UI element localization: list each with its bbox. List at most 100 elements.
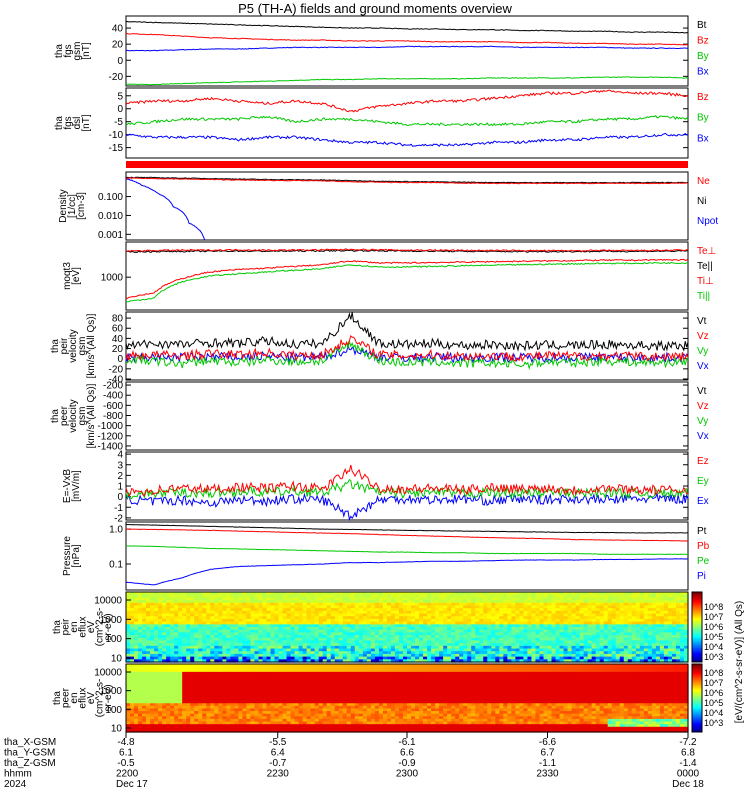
y-tick-label: -15 [109,143,124,154]
legend-By: By [697,51,709,62]
y-tick-label: -40 [109,374,124,385]
y-axis-label: sr-eV) [103,613,114,640]
colorbar-tick: 10^4 [704,708,723,718]
x-tick-label: -1.1 [539,758,557,769]
legend-Pi: Pi [697,571,706,582]
series-Ez [125,464,689,497]
y-axis-label: [eV] [71,267,82,285]
y-tick-label: 0.001 [98,230,123,241]
legend-Ti⊥: Ti⊥ [697,276,714,287]
y-axis-label: (cm^2-s- [95,679,106,718]
x-tick-label: Dec 17 [116,779,148,790]
y-axis-label: tha [50,409,61,423]
y-tick-label: 10 [111,654,123,665]
x-row-label: tha_Z-GSM [4,758,56,769]
legend-Te⊥: Te⊥ [697,246,716,257]
x-tick-label: 2300 [396,769,419,780]
series-Pe [125,545,688,555]
panel-peer-eflux: 10000 1000 100 10 thapeerenefluxeV(cm^2-s-sr… [52,663,689,735]
legend-Bz: Bz [697,92,709,103]
legend-Pb: Pb [697,541,710,552]
legend-Bt: Bt [697,20,707,31]
y-axis-label: E=-VxB [62,469,73,504]
y-tick-label: 0.010 [98,211,123,222]
y-axis-label: sr-eV) [103,684,114,711]
panel-peir-eflux: 10000 1000 100 10 thapeirenefluxeV(cm^2-s-sr… [52,591,689,665]
panel-frame [125,15,689,87]
y-axis-label: fgs [63,44,74,57]
series-Pt [125,523,689,534]
x-tick-label: 6.1 [119,748,133,759]
y-tick-label: 100 [105,634,122,645]
x-tick-label: 6.7 [541,748,555,759]
y-tick-label: 80 [112,314,124,325]
y-tick-label: 0 [117,354,123,365]
y-tick-label: -10 [109,130,124,141]
colorbar: 10^810^710^610^510^410^310^810^710^610^5… [691,591,745,733]
y-tick-label: 2 [117,471,123,482]
legend-Bz: Bz [697,36,709,47]
y-tick-label: 3 [117,460,123,471]
y-tick-label: -1 [114,503,123,514]
y-tick-label: 0 [117,56,123,67]
y-tick-label: 20 [112,40,124,51]
y-axis-label: [nT] [81,42,92,59]
legend-Ex: Ex [697,496,709,507]
series-Pb [125,528,689,542]
colorbar-frame [691,663,703,733]
x-tick-label: -6.6 [539,737,557,748]
y-axis-label: [nPa] [71,544,82,568]
series-Pi [125,558,689,586]
y-tick-label: -400 [103,391,123,402]
y-tick-label: 5 [117,91,123,102]
legend-Pe: Pe [697,556,710,567]
y-tick-label: -20 [109,364,124,375]
x-tick-label: -6.1 [398,737,416,748]
y-tick-label: -1200 [97,431,123,442]
y-axis-label: eV [86,692,97,705]
y-tick-label: 1000 [101,273,124,284]
y-tick-label: 1000 [100,686,123,697]
y-axis-label: [mV/m] [71,470,82,502]
y-axis-label: tha [52,620,63,634]
y-tick-label: -2 [114,513,123,524]
colorbar-tick: 10^7 [704,678,723,688]
series-Bt [125,20,689,34]
panel-temperature: 1000 moqt3[eV] Te⊥ Te|| Ti⊥ Ti|| [62,241,716,311]
y-axis-label: peir [59,337,70,354]
x-row-label: 2024 [4,779,27,790]
series-Vy [125,340,689,370]
x-tick-label: 6.4 [271,748,285,759]
y-axis-label: gsm [72,42,83,61]
y-axis-label: peer [59,405,70,426]
y-tick-label: 40 [112,24,124,35]
y-axis-label: velocity [68,329,79,362]
y-axis-label: (cm^2-s- [95,608,106,647]
legend-Pt: Pt [697,526,707,537]
colorbar-tick: 10^5 [704,698,723,708]
x-row-label: tha_Y-GSM [4,748,55,759]
y-axis-label: Density [58,189,69,222]
x-tick-label: 2230 [267,769,290,780]
legend-Ti||: Ti|| [697,291,710,302]
colorbar-tick: 10^3 [704,718,723,728]
y-tick-label: 1.0 [109,525,123,536]
y-tick-label: -1400 [97,441,123,452]
legend-Vz: Vz [697,401,709,412]
y-tick-label: -800 [103,411,123,422]
y-axis-label: dsl [72,117,83,130]
x-row-label: hhmm [4,769,32,780]
panel-frame [125,591,689,663]
panel-frame [125,451,689,521]
series-Ti⊥ [125,258,689,299]
series-By [125,114,689,127]
y-tick-label: -200 [103,381,123,392]
legend-Ey: Ey [697,476,709,487]
x-tick-label: -4.8 [117,737,135,748]
y-tick-label: 60 [112,324,124,335]
x-tick-label: -0.5 [117,758,135,769]
y-axis-label: eV [86,621,97,634]
series-Ne [125,177,689,185]
